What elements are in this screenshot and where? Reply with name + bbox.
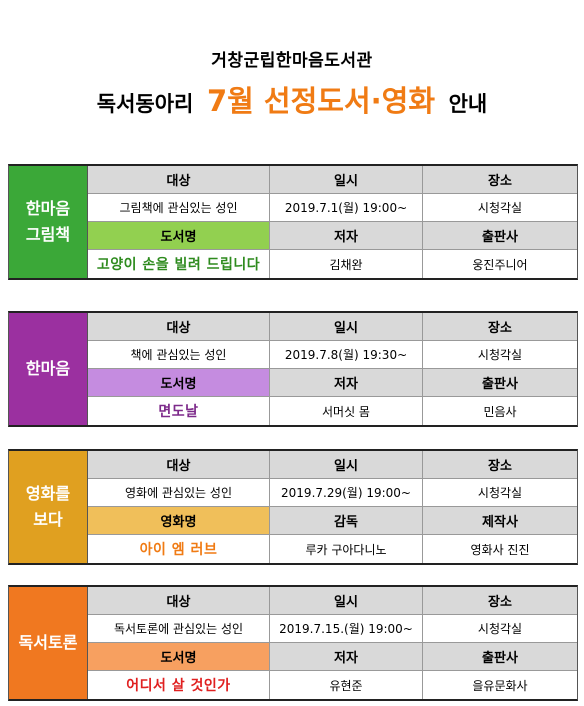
datetime-header: 일시: [270, 166, 423, 194]
producer-value: 영화사 진진: [470, 542, 530, 557]
datetime-header: 일시: [270, 587, 423, 615]
place-value: 시청각실: [423, 479, 577, 507]
target-value: 책에 관심있는 성인: [88, 341, 270, 369]
place-value: 시청각실: [423, 341, 577, 369]
target-header: 대상: [88, 313, 270, 341]
creator-value: 서머싯 몸: [270, 397, 423, 425]
place-header: 장소: [423, 451, 577, 479]
library-name: 거창군립한마음도서관: [211, 51, 373, 71]
producer-value: 웅진주니어: [472, 257, 528, 272]
producer-label-header: 출판사: [423, 222, 577, 250]
item-label-header: 도서명: [88, 369, 270, 397]
place-header: 장소: [423, 313, 577, 341]
producer-label-header: 제작사: [423, 507, 577, 535]
producer-value: 을유문화사: [472, 678, 528, 693]
creator-value: 루카 구아다니노: [270, 535, 423, 563]
club-name: 영화를 보다: [9, 451, 88, 563]
item-title: 면도날: [88, 397, 270, 425]
title-highlight: 7월 선정도서·영화: [206, 84, 436, 118]
place-header: 장소: [423, 587, 577, 615]
item-label-header: 도서명: [88, 643, 270, 671]
club-name: 한마음 그림책: [9, 166, 88, 278]
target-header: 대상: [88, 451, 270, 479]
datetime-header: 일시: [270, 313, 423, 341]
datetime-header: 일시: [270, 451, 423, 479]
creator-label-header: 저자: [270, 369, 423, 397]
club-name: 독서토론: [9, 587, 88, 699]
producer-label-header: 출판사: [423, 643, 577, 671]
target-header: 대상: [88, 166, 270, 194]
datetime-value: 2019.7.15.(월) 19:00~: [270, 615, 423, 643]
creator-value: 김채완: [270, 250, 423, 278]
creator-label-header: 저자: [270, 222, 423, 250]
creator-label-header: 감독: [270, 507, 423, 535]
datetime-value: 2019.7.8(월) 19:30~: [270, 341, 423, 369]
item-title: 고양이 손을 빌려 드립니다: [88, 250, 270, 278]
item-label-header: 영화명: [88, 507, 270, 535]
creator-label-header: 저자: [270, 643, 423, 671]
place-value: 시청각실: [423, 615, 577, 643]
target-value: 독서토론에 관심있는 성인: [88, 615, 270, 643]
target-value: 영화에 관심있는 성인: [88, 479, 270, 507]
datetime-value: 2019.7.29(월) 19:00~: [270, 479, 423, 507]
title-prefix: 독서동아리: [96, 92, 194, 116]
title-suffix: 안내: [448, 92, 488, 116]
item-label-header: 도서명: [88, 222, 270, 250]
datetime-value: 2019.7.1(월) 19:00~: [270, 194, 423, 222]
page-title: 독서동아리 7월 선정도서·영화 안내: [0, 78, 584, 120]
item-title: 아이 엠 러브: [88, 535, 270, 563]
place-header: 장소: [423, 166, 577, 194]
producer-value: 민음사: [483, 404, 517, 419]
place-value: 시청각실: [423, 194, 577, 222]
target-value: 그림책에 관심있는 성인: [88, 194, 270, 222]
producer-label-header: 출판사: [423, 369, 577, 397]
item-title: 어디서 살 것인가: [88, 671, 270, 699]
target-header: 대상: [88, 587, 270, 615]
club-name: 한마음: [9, 313, 88, 425]
creator-value: 유현준: [270, 671, 423, 699]
